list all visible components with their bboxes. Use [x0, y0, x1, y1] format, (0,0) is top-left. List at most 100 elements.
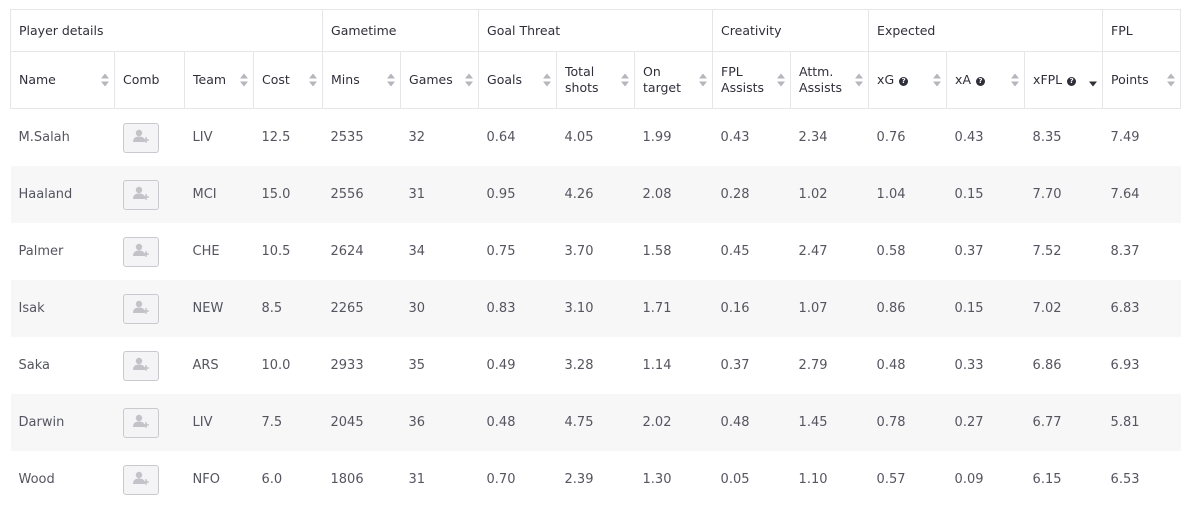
sort-icon[interactable]	[1011, 74, 1019, 87]
column-header-on-target[interactable]: On target	[635, 52, 713, 109]
sort-icon[interactable]	[621, 74, 629, 87]
sort-descending-icon[interactable]	[1089, 74, 1097, 87]
sort-icon[interactable]	[1167, 74, 1175, 87]
help-icon[interactable]: ?	[899, 77, 908, 86]
cell-xa: 0.33	[947, 337, 1025, 394]
column-header-xg[interactable]: xG?	[869, 52, 947, 109]
sort-icon[interactable]	[465, 74, 473, 87]
cell-xfpl: 8.35	[1025, 109, 1103, 167]
sort-icon[interactable]	[240, 74, 248, 87]
cell-team: LIV	[185, 109, 254, 167]
column-header-xfpl[interactable]: xFPL?	[1025, 52, 1103, 109]
sort-icon[interactable]	[101, 74, 109, 87]
cell-comb[interactable]	[115, 280, 185, 337]
comb-add-button[interactable]	[123, 294, 159, 324]
sort-icon[interactable]	[777, 74, 785, 87]
cell-comb[interactable]	[115, 337, 185, 394]
column-label-xg: xG	[877, 72, 894, 88]
cell-total-shots: 4.75	[557, 394, 635, 451]
cell-attm-assists: 1.45	[791, 394, 869, 451]
add-user-icon	[132, 357, 150, 375]
cell-xg: 1.04	[869, 166, 947, 223]
cell-games: 32	[401, 109, 479, 167]
cell-on-target: 1.30	[635, 451, 713, 508]
column-label-name: Name	[19, 72, 56, 88]
cell-total-shots: 3.70	[557, 223, 635, 280]
cell-goals: 0.83	[479, 280, 557, 337]
cell-comb[interactable]	[115, 451, 185, 508]
cell-points: 6.53	[1103, 451, 1181, 508]
sort-icon[interactable]	[699, 74, 707, 87]
cell-xg: 0.76	[869, 109, 947, 167]
column-header-mins[interactable]: Mins	[323, 52, 401, 109]
add-user-icon	[132, 186, 150, 204]
column-header-games[interactable]: Games	[401, 52, 479, 109]
cell-games: 36	[401, 394, 479, 451]
comb-add-button[interactable]	[123, 180, 159, 210]
cell-name: Saka	[11, 337, 115, 394]
cell-xfpl: 6.86	[1025, 337, 1103, 394]
column-header-attm-assists[interactable]: Attm. Assists	[791, 52, 869, 109]
cell-games: 31	[401, 451, 479, 508]
cell-mins: 2045	[323, 394, 401, 451]
column-header-points[interactable]: Points	[1103, 52, 1181, 109]
cell-comb[interactable]	[115, 223, 185, 280]
column-header-team[interactable]: Team	[185, 52, 254, 109]
cell-name: M.Salah	[11, 109, 115, 167]
column-header-cost[interactable]: Cost	[254, 52, 323, 109]
cell-name: Darwin	[11, 394, 115, 451]
column-header-total-shots[interactable]: Total shots	[557, 52, 635, 109]
cell-goals: 0.48	[479, 394, 557, 451]
sort-icon[interactable]	[309, 74, 317, 87]
comb-add-button[interactable]	[123, 123, 159, 153]
cell-comb[interactable]	[115, 394, 185, 451]
cell-xa: 0.43	[947, 109, 1025, 167]
comb-add-button[interactable]	[123, 465, 159, 495]
column-header-xa[interactable]: xA?	[947, 52, 1025, 109]
cell-team: CHE	[185, 223, 254, 280]
cell-points: 7.64	[1103, 166, 1181, 223]
column-header-comb: Comb	[115, 52, 185, 109]
cell-games: 35	[401, 337, 479, 394]
cell-team: ARS	[185, 337, 254, 394]
cell-xa: 0.15	[947, 280, 1025, 337]
cell-fpl-assists: 0.37	[713, 337, 791, 394]
cell-xfpl: 6.15	[1025, 451, 1103, 508]
cell-fpl-assists: 0.43	[713, 109, 791, 167]
cell-comb[interactable]	[115, 109, 185, 167]
column-label-goals: Goals	[487, 72, 522, 88]
column-label-xa: xA	[955, 72, 971, 88]
cell-goals: 0.75	[479, 223, 557, 280]
cell-mins: 2265	[323, 280, 401, 337]
cell-attm-assists: 1.02	[791, 166, 869, 223]
sort-icon[interactable]	[933, 74, 941, 87]
column-label-total-shots: Total shots	[565, 64, 623, 96]
cell-xfpl: 6.77	[1025, 394, 1103, 451]
cell-fpl-assists: 0.05	[713, 451, 791, 508]
comb-add-button[interactable]	[123, 408, 159, 438]
cell-on-target: 1.14	[635, 337, 713, 394]
help-icon[interactable]: ?	[1067, 77, 1076, 86]
sort-icon[interactable]	[387, 74, 395, 87]
cell-attm-assists: 1.10	[791, 451, 869, 508]
help-icon[interactable]: ?	[976, 77, 985, 86]
cell-xg: 0.78	[869, 394, 947, 451]
column-label-attm-assists: Attm. Assists	[799, 64, 857, 96]
cell-total-shots: 4.05	[557, 109, 635, 167]
cell-attm-assists: 1.07	[791, 280, 869, 337]
column-header-goals[interactable]: Goals	[479, 52, 557, 109]
column-header-name[interactable]: Name	[11, 52, 115, 109]
column-label-cost: Cost	[262, 72, 290, 88]
group-header-creativity: Creativity	[713, 10, 869, 52]
sort-icon[interactable]	[543, 74, 551, 87]
comb-add-button[interactable]	[123, 237, 159, 267]
cell-comb[interactable]	[115, 166, 185, 223]
sort-icon[interactable]	[855, 74, 863, 87]
column-header-fpl-assists[interactable]: FPL Assists	[713, 52, 791, 109]
comb-add-button[interactable]	[123, 351, 159, 381]
group-header-expected: Expected	[869, 10, 1103, 52]
add-user-icon	[132, 300, 150, 318]
